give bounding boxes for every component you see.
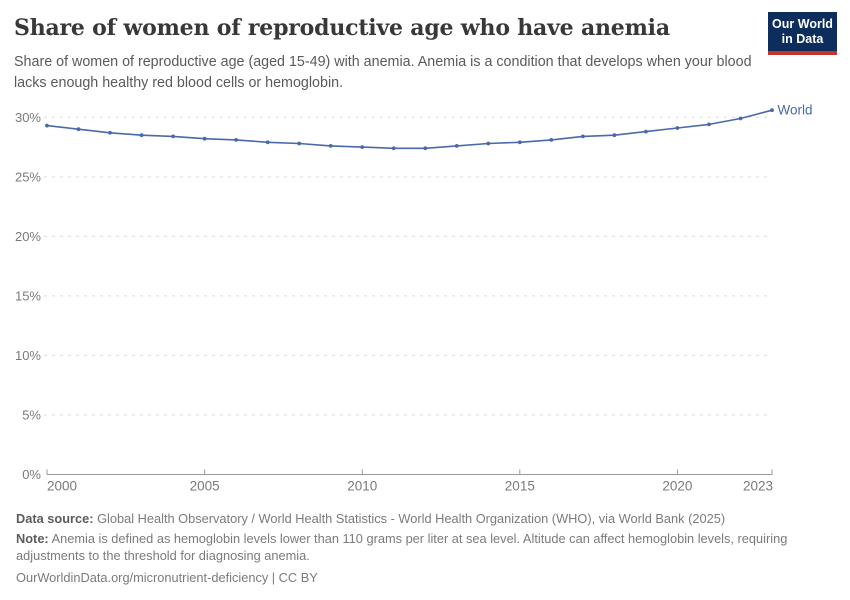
data-point-2014[interactable] <box>486 141 491 146</box>
data-point-2016[interactable] <box>549 138 554 142</box>
anemia-line-chart: 0% 5% 10% 15% 20% 25% 30% 2000 2005 2010 2015 2020 2… <box>15 103 813 494</box>
x-tick-label-2015: 2015 <box>505 479 535 494</box>
data-point-2007[interactable] <box>265 140 270 145</box>
x-tick-label-2005: 2005 <box>190 479 220 494</box>
data-point-2012[interactable] <box>423 146 428 151</box>
x-tick-label-2010: 2010 <box>347 479 377 494</box>
data-point-2023[interactable] <box>770 108 774 113</box>
series-end-label-world[interactable]: World <box>778 103 813 118</box>
owid-logo-line2: in Data <box>781 31 824 46</box>
x-tick-label-2020: 2020 <box>662 479 692 494</box>
data-point-2002[interactable] <box>108 130 112 135</box>
data-point-2010[interactable] <box>360 145 365 150</box>
data-point-2017[interactable] <box>581 134 585 139</box>
note-text: Anemia is defined as hemoglobin levels l… <box>16 531 788 563</box>
y-tick-label-20: 20% <box>15 229 41 244</box>
note-line: Note: Anemia is defined as hemoglobin le… <box>16 530 838 564</box>
y-tick-label-10: 10% <box>15 348 41 363</box>
data-point-2013[interactable] <box>454 144 459 148</box>
data-point-2015[interactable] <box>517 140 522 145</box>
page-title: Share of women of reproductive age who h… <box>14 15 670 41</box>
owid-logo: Our World in Data <box>768 12 837 55</box>
data-point-2021[interactable] <box>707 122 711 127</box>
data-point-2004[interactable] <box>171 134 176 139</box>
owid-logo-line1: Our World <box>772 16 833 31</box>
data-point-2000[interactable] <box>45 123 49 128</box>
data-point-2008[interactable] <box>297 141 302 146</box>
data-point-2011[interactable] <box>391 146 396 151</box>
series-line-world[interactable] <box>46 109 773 150</box>
data-point-2003[interactable] <box>139 133 144 138</box>
attribution-link[interactable]: OurWorldinData.org/micronutrient-deficie… <box>16 570 318 585</box>
data-point-2022[interactable] <box>738 116 743 121</box>
x-tick-label-2000: 2000 <box>47 479 77 494</box>
chart-footer: Data source: Global Health Observatory /… <box>16 510 838 586</box>
y-tick-label-25: 25% <box>15 169 41 184</box>
data-point-2019[interactable] <box>644 129 648 134</box>
y-tick-label-5: 5% <box>22 407 41 422</box>
data-point-2020[interactable] <box>675 126 680 130</box>
data-source-line: Data source: Global Health Observatory /… <box>16 510 838 527</box>
data-point-2009[interactable] <box>328 144 333 148</box>
data-point-2001[interactable] <box>76 127 81 132</box>
data-point-2005[interactable] <box>202 136 207 141</box>
data-point-2018[interactable] <box>612 133 617 138</box>
y-tick-label-15: 15% <box>15 288 41 303</box>
y-tick-label-30: 30% <box>15 110 41 125</box>
data-source-text: Global Health Observatory / World Health… <box>97 511 726 526</box>
data-source-label: Data source: <box>16 511 94 526</box>
note-label: Note: <box>16 531 49 546</box>
y-tick-label-0: 0% <box>22 467 41 482</box>
data-point-2006[interactable] <box>234 138 239 142</box>
x-tick-label-2023: 2023 <box>743 479 773 494</box>
chart-subtitle: Share of women of reproductive age (aged… <box>14 54 752 91</box>
